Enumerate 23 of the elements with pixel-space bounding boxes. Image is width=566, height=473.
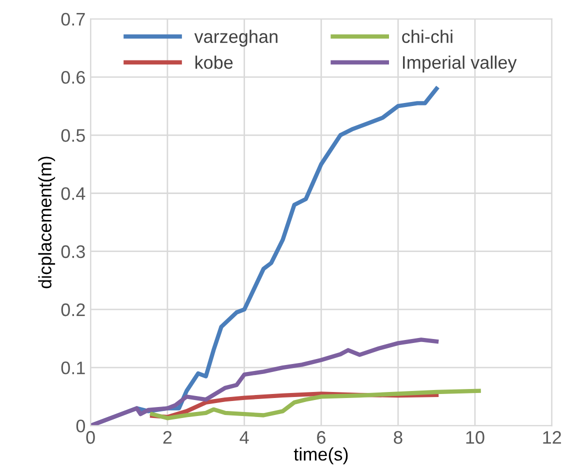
x-tick-label: 12 [543,431,561,444]
x-axis-title: time(s) [294,447,348,464]
x-tick-label: 8 [394,431,402,444]
x-tick-label: 10 [466,431,484,444]
y-tick-label: 0.5 [61,129,85,142]
y-tick-label: 0 [76,420,85,432]
x-tick-label: 2 [163,431,172,444]
legend-label: chi-chi [402,30,452,44]
y-axis-title: dicplacement(m) [38,156,56,288]
line-series [150,388,481,420]
y-tick-label: 0.3 [61,245,85,258]
legend-label: varzeghan [194,30,278,47]
y-tick-label: 0.6 [61,70,85,84]
y-tick-label: 0.4 [61,187,86,200]
y-tick-label: 0.1 [61,362,85,374]
x-tick-label: 0 [86,431,95,444]
legend-label: Imperial valley [403,56,517,72]
x-tick-label: 4 [240,431,249,444]
y-tick-label: 0.7 [61,12,85,26]
y-tick-label: 0.2 [61,303,85,316]
legend-label: kobe [195,56,233,69]
x-tick-label: 6 [317,431,326,444]
line-series [90,338,439,426]
